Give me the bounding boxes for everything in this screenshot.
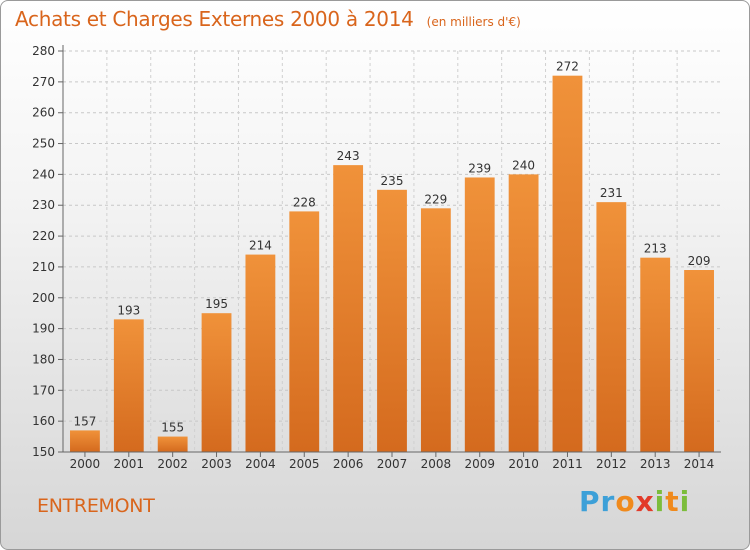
bar-value-label: 209 bbox=[688, 254, 711, 268]
x-tick-label: 2011 bbox=[552, 457, 583, 471]
x-tick-label: 2002 bbox=[157, 457, 188, 471]
y-tick-label: 180 bbox=[32, 352, 55, 366]
bar bbox=[377, 189, 407, 453]
bar-value-label: 231 bbox=[600, 186, 623, 200]
bar bbox=[289, 211, 320, 452]
axes: 150 160 170 180 190 200 210 220 230 240 250 260 270 2… bbox=[32, 44, 721, 471]
bar bbox=[70, 430, 100, 452]
bar bbox=[596, 202, 627, 452]
x-tick-label: 2003 bbox=[201, 457, 232, 471]
x-tick-label: 2012 bbox=[596, 457, 627, 471]
y-tick-label: 230 bbox=[32, 198, 55, 212]
bars: 157 193 155 195 214 228 243 235 229 239 240 272 231 2… bbox=[70, 60, 714, 453]
y-tick-label: 150 bbox=[32, 445, 55, 459]
bar-value-label: 214 bbox=[249, 239, 272, 253]
x-tick-label: 2008 bbox=[421, 457, 452, 471]
y-tick-label: 170 bbox=[32, 383, 55, 397]
bar-value-label: 228 bbox=[293, 195, 316, 209]
chart-subtitle: (en milliers d'€) bbox=[426, 15, 521, 29]
x-tick-label: 2009 bbox=[464, 457, 495, 471]
y-tick-label: 200 bbox=[32, 291, 55, 305]
bar bbox=[157, 436, 188, 452]
proxiti-logo[interactable]: Proxiti bbox=[579, 485, 691, 518]
bar bbox=[464, 177, 495, 452]
bar bbox=[640, 257, 671, 452]
bar-value-label: 243 bbox=[337, 149, 360, 163]
bar-value-label: 157 bbox=[73, 414, 96, 428]
bar-value-label: 213 bbox=[644, 242, 667, 256]
bar-value-label: 195 bbox=[205, 297, 228, 311]
chart-title: Achats et Charges Externes 2000 à 2014 bbox=[15, 7, 414, 31]
bar bbox=[245, 254, 276, 452]
x-tick-label: 2005 bbox=[289, 457, 320, 471]
bar bbox=[684, 270, 714, 452]
y-tick-label: 220 bbox=[32, 229, 55, 243]
x-tick-label: 2013 bbox=[640, 457, 671, 471]
x-tick-label: 2004 bbox=[245, 457, 276, 471]
bar-value-label: 193 bbox=[117, 303, 140, 317]
bar-value-label: 272 bbox=[556, 60, 579, 74]
y-tick-label: 280 bbox=[32, 44, 55, 58]
bar bbox=[113, 319, 144, 452]
y-tick-label: 160 bbox=[32, 414, 55, 428]
y-tick-label: 260 bbox=[32, 106, 55, 120]
bar-value-label: 235 bbox=[381, 174, 404, 188]
y-tick-label: 210 bbox=[32, 260, 55, 274]
bar-value-label: 239 bbox=[468, 161, 491, 175]
x-tick-label: 2010 bbox=[508, 457, 539, 471]
y-tick-label: 250 bbox=[32, 137, 55, 151]
commune-name: ENTREMONT bbox=[37, 495, 155, 517]
x-tick-label: 2000 bbox=[70, 457, 101, 471]
bar-value-label: 229 bbox=[424, 192, 447, 206]
x-tick-label: 2014 bbox=[684, 457, 715, 471]
x-tick-label: 2007 bbox=[377, 457, 408, 471]
y-tick-label: 270 bbox=[32, 75, 55, 89]
title-block: Achats et Charges Externes 2000 à 2014 (… bbox=[15, 7, 521, 31]
bar bbox=[333, 165, 364, 452]
y-tick-label: 190 bbox=[32, 322, 55, 336]
bar bbox=[420, 208, 451, 452]
x-tick-label: 2006 bbox=[333, 457, 364, 471]
bar bbox=[201, 313, 232, 452]
y-tick-label: 240 bbox=[32, 167, 55, 181]
bar bbox=[552, 75, 583, 452]
bar bbox=[508, 174, 539, 452]
bar-value-label: 240 bbox=[512, 158, 535, 172]
bar-value-label: 155 bbox=[161, 421, 184, 435]
x-tick-label: 2001 bbox=[114, 457, 145, 471]
